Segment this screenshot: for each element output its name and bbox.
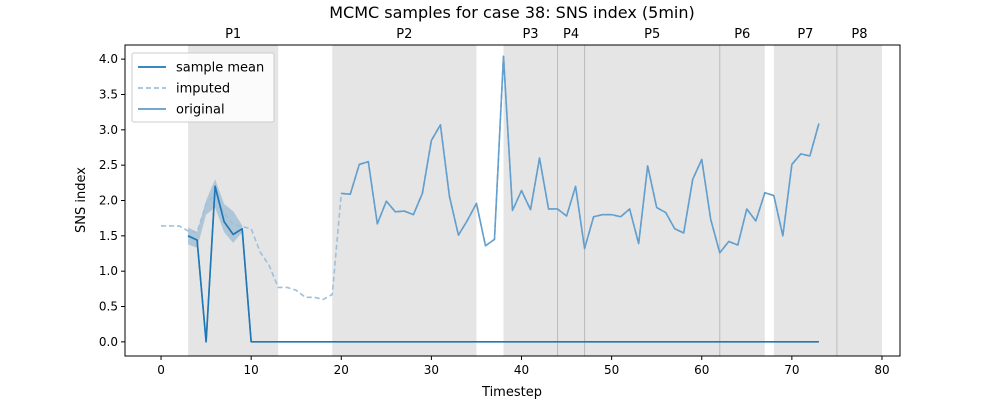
x-tick-label: 70 [784,363,799,377]
chart-title: MCMC samples for case 38: SNS index (5mi… [329,3,694,22]
series-lines [161,55,820,343]
legend-label-original: original [176,103,225,118]
period-band-p7 [773,45,837,356]
y-tick-label: 2.0 [99,194,118,208]
period-bands [188,45,882,356]
period-label-p5: P5 [644,27,660,42]
x-tick-label: 10 [244,363,259,377]
period-label-p7: P7 [797,27,813,42]
y-axis-label: SNS index [74,167,89,233]
uncertainty-band [188,179,243,248]
period-label-p1: P1 [225,27,241,42]
x-tick-label: 80 [874,363,889,377]
period-label-p3: P3 [522,27,538,42]
legend-box [131,52,275,123]
x-axis-ticks: 0 10 20 30 40 50 60 70 80 [157,356,890,377]
series-line-imputed [161,55,820,301]
legend-label-sample-mean: sample mean [176,61,264,76]
x-tick-label: 40 [514,363,529,377]
y-tick-label: 3.5 [99,87,118,101]
period-band-p5 [584,45,720,356]
y-tick-label: 1.0 [99,264,118,278]
uncertainty-band-layer [188,179,243,248]
period-label-p4: P4 [563,27,579,42]
period-band-p6 [719,45,765,356]
y-tick-label: 1.5 [99,229,118,243]
period-band-p8 [836,45,882,356]
x-tick-label: 20 [334,363,349,377]
period-label-p2: P2 [396,27,412,42]
x-tick-label: 50 [604,363,619,377]
y-tick-label: 0.5 [99,300,118,314]
x-tick-label: 30 [424,363,439,377]
x-tick-label: 60 [694,363,709,377]
period-label-p6: P6 [734,27,750,42]
x-tick-label: 0 [157,363,165,377]
y-tick-label: 2.5 [99,158,118,172]
y-tick-label: 4.0 [99,52,118,66]
y-tick-label: 0.0 [99,335,118,349]
legend: sample mean imputed original [131,52,275,123]
y-tick-label: 3.0 [99,123,118,137]
period-labels: P1 P2 P3 P4 P5 P6 P7 P8 [225,27,867,42]
period-label-p8: P8 [851,27,867,42]
series-line-sample-mean [187,185,819,343]
x-axis-label: Timestep [481,385,542,400]
period-band-p2 [332,45,477,356]
legend-label-imputed: imputed [176,82,230,97]
y-axis-ticks: 0.0 0.5 1.0 1.5 2.0 2.5 3.0 3.5 4.0 [99,52,125,349]
